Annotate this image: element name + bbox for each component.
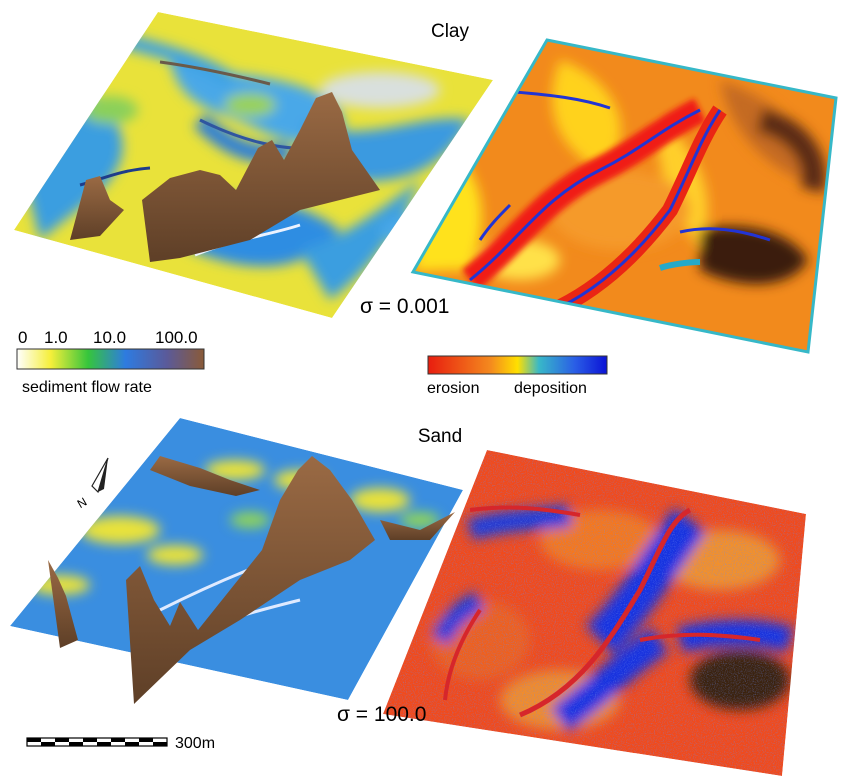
flow-ridge: [380, 512, 455, 540]
flow-legend-label: sediment flow rate: [22, 379, 152, 396]
flow-legend-tick: 10.0: [93, 328, 126, 347]
flow-ridge: [142, 92, 380, 262]
change-colorbar: [427, 355, 608, 375]
flow-colorbar: [16, 348, 205, 370]
flow-ridge: [48, 560, 78, 648]
clay-change-surface: [410, 38, 838, 354]
sigma-label-clay: σ = 0.001: [360, 295, 449, 318]
sigma-label-sand: σ = 100.0: [337, 703, 426, 726]
flow-ridge: [150, 456, 260, 496]
flow-legend-tick: 1.0: [44, 328, 68, 347]
scale-bar: 300m: [26, 735, 215, 752]
sand-flow-surface: [10, 418, 463, 704]
north-arrow-label: N: [75, 495, 90, 511]
panel-title-clay: Clay: [431, 21, 470, 42]
panel-title-sand: Sand: [418, 426, 462, 447]
change-legend: erosion deposition: [427, 355, 608, 397]
flow-legend-tick: 0: [18, 328, 27, 347]
flow-legend: 0 1.0 10.0 100.0 sediment flow rate: [16, 328, 205, 396]
flow-legend-tick: 100.0: [155, 328, 198, 347]
change-legend-deposition: deposition: [514, 380, 587, 397]
flow-ridge: [126, 456, 375, 704]
scale-bar-label: 300m: [175, 735, 215, 752]
change-legend-erosion: erosion: [427, 380, 479, 397]
flow-ridge: [70, 176, 124, 240]
north-arrow-icon: N: [75, 457, 109, 511]
